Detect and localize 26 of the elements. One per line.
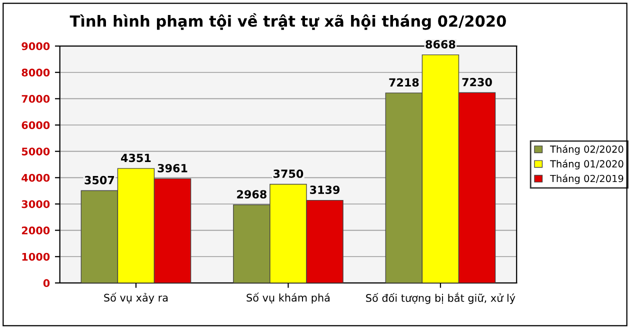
chart-title: Tình hình phạm tội về trật tự xã hội tháng 02/2020 [70, 13, 506, 30]
x-tick-label: Số vụ khám phá [246, 292, 330, 304]
data-label: 7230 [462, 78, 492, 86]
y-tick-label: 0 [43, 279, 50, 288]
y-tick-label: 2000 [22, 226, 50, 234]
legend-label: Tháng 01/2020 [550, 160, 624, 170]
legend-label: Tháng 02/2019 [550, 174, 624, 184]
y-tick-label: 9000 [22, 42, 50, 50]
data-label: 3139 [310, 186, 340, 194]
data-label: 3507 [84, 176, 114, 184]
y-tick-label: 8000 [22, 68, 50, 76]
data-label: 8668 [426, 40, 456, 48]
y-tick-label: 3000 [22, 200, 50, 208]
y-tick-label: 7000 [22, 94, 50, 103]
x-tick-label: Số đối tượng bị bắt giữ, xử lý [366, 292, 516, 304]
data-label: 4351 [121, 154, 151, 162]
y-tick-label: 5000 [22, 148, 50, 156]
data-label: 2968 [237, 190, 266, 199]
data-label: 3961 [158, 164, 188, 172]
y-tick-label: 4000 [22, 174, 50, 182]
data-label: 7218 [389, 78, 419, 87]
x-tick-label: Số vụ xảy ra [104, 292, 168, 304]
data-label: 3750 [274, 170, 304, 178]
y-tick-label: 1000 [22, 252, 50, 261]
legend-label: Tháng 02/2020 [550, 144, 624, 155]
y-tick-label: 6000 [22, 121, 50, 130]
